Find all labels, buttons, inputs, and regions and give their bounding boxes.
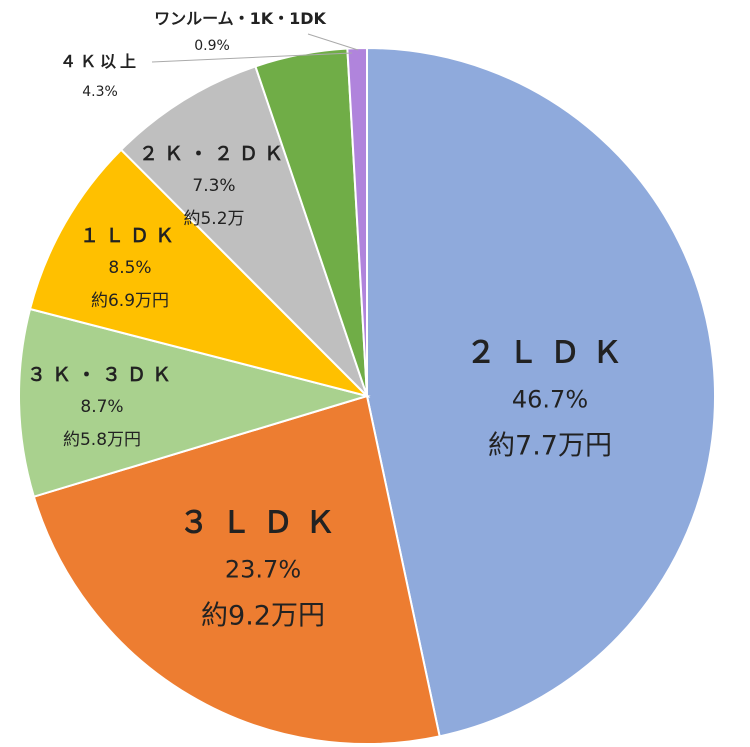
slice-percent: 46.7% xyxy=(511,385,589,414)
label-4k-plus: ４Ｋ以上 4.3% xyxy=(60,48,140,100)
leader-line-4k xyxy=(151,52,353,63)
label-2ldk: ２ＬＤＫ 46.7% 約7.7万円 xyxy=(466,328,634,463)
slice-name: ワンルーム・1K・1DK xyxy=(154,9,326,28)
slice-name: ２Ｋ・２ＤＫ xyxy=(138,143,290,165)
slice-percent: 7.3% xyxy=(192,176,236,196)
slice-name: ４Ｋ以上 xyxy=(59,52,141,71)
slice-name: ３Ｋ・３ＤＫ xyxy=(26,364,178,386)
slice-percent: 8.7% xyxy=(80,397,124,417)
slice-rent: 約6.9万円 xyxy=(90,291,170,311)
label-3k3dk: ３Ｋ・３ＤＫ 8.7% 約5.8万円 xyxy=(27,360,177,450)
label-3ldk: ３ＬＤＫ 23.7% 約9.2万円 xyxy=(179,498,347,633)
leader-line-oneroom xyxy=(307,33,359,51)
slice-name: ３ＬＤＫ xyxy=(179,505,347,541)
label-2k2dk: ２Ｋ・２ＤＫ 7.3% 約5.2万 xyxy=(139,139,289,229)
slice-name: １ＬＤＫ xyxy=(79,225,181,247)
pie-slice-4 xyxy=(119,65,368,397)
pie-slice-6 xyxy=(346,46,368,397)
slice-percent: 8.5% xyxy=(108,258,152,278)
slice-rent: 約5.8万円 xyxy=(62,430,142,450)
label-1ldk: １ＬＤＫ 8.5% 約6.9万円 xyxy=(80,221,180,311)
slice-rent: 約9.2万円 xyxy=(201,600,325,632)
slice-percent: 0.9% xyxy=(194,38,230,54)
label-oneroom: ワンルーム・1K・1DK xyxy=(154,5,326,29)
slice-rent: 約5.2万 xyxy=(183,209,245,229)
pie-slice-3 xyxy=(28,148,371,398)
pie-slice-2 xyxy=(18,307,371,498)
slice-name: ２ＬＤＫ xyxy=(466,335,634,371)
slice-percent: 4.3% xyxy=(82,84,118,100)
label-oneroom-percent: 0.9% xyxy=(194,38,230,54)
pie-slice-1 xyxy=(32,394,441,745)
pie-slice-0 xyxy=(366,46,716,738)
slice-rent: 約7.7万円 xyxy=(488,430,612,462)
slice-percent: 23.7% xyxy=(224,555,302,584)
